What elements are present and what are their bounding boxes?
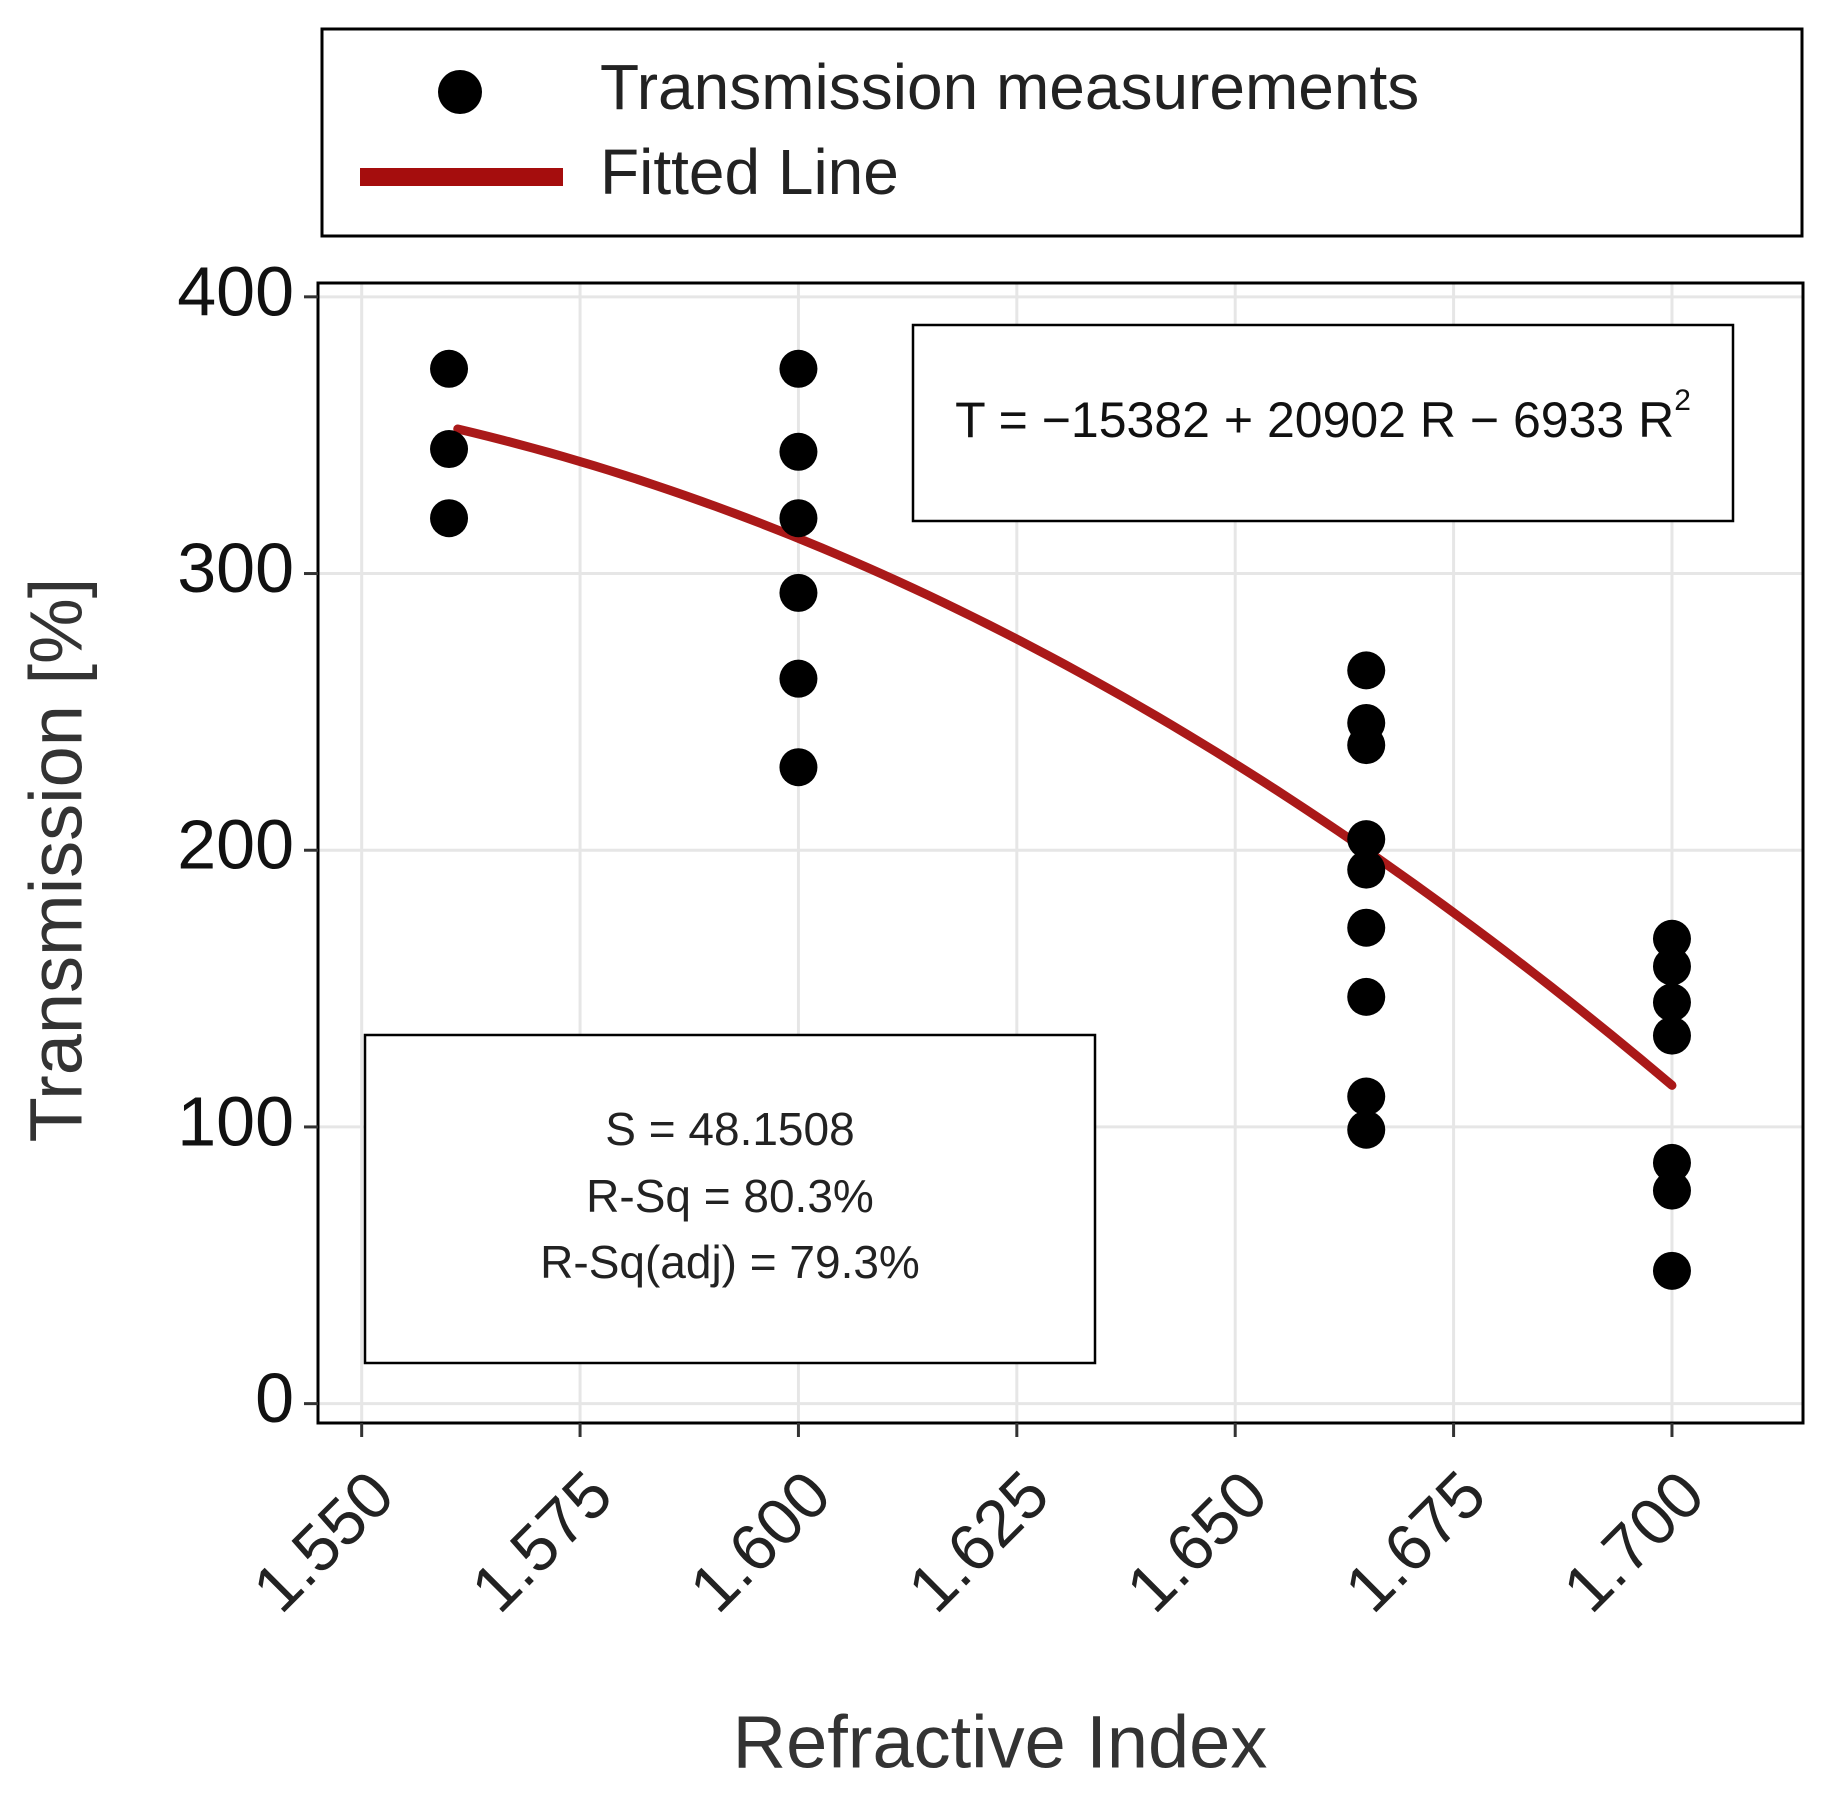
legend-label-measurements: Transmission measurements: [600, 51, 1419, 123]
y-tick-label: 300: [177, 529, 294, 607]
fitted-line: [453, 424, 1677, 1090]
equation-annotation: T = −15382 + 20902 R − 6933 R2: [911, 323, 1735, 523]
data-point: [1347, 651, 1386, 690]
stats-line-rsq-adj: R-Sq(adj) = 79.3%: [540, 1236, 920, 1288]
stats-line-rsq: R-Sq = 80.3%: [586, 1170, 874, 1222]
x-axis-title: Refractive Index: [733, 1701, 1268, 1784]
data-point: [1652, 1251, 1691, 1290]
data-point: [430, 349, 469, 388]
data-point: [430, 430, 469, 469]
data-point: [1347, 850, 1386, 889]
equation-text: T = −15382 + 20902 R − 6933 R2: [955, 384, 1691, 448]
data-point: [1347, 820, 1386, 859]
data-point: [779, 659, 818, 698]
y-axis-title: Transmission [%]: [15, 578, 98, 1143]
data-point: [779, 748, 818, 787]
equation-main: T = −15382 + 20902 R − 6933 R: [955, 392, 1674, 448]
y-axis: 0 100 200 300 400: [177, 252, 318, 1437]
data-point: [430, 499, 469, 538]
x-tick-label: 1.650: [1112, 1457, 1281, 1626]
fitted-curve-layer: [453, 424, 1677, 1090]
equation-box: [911, 323, 1735, 523]
x-tick-label: 1.600: [675, 1457, 844, 1626]
stats-box: [363, 1033, 1097, 1365]
y-tick-label: 100: [177, 1082, 294, 1160]
legend: Transmission measurements Fitted Line: [320, 27, 1804, 238]
data-point: [1652, 947, 1691, 986]
x-tick-label: 1.675: [1330, 1457, 1499, 1626]
x-tick-label: 1.575: [457, 1457, 626, 1626]
data-point: [779, 499, 818, 538]
data-point: [1652, 1143, 1691, 1182]
data-point: [1347, 908, 1386, 947]
data-point: [779, 573, 818, 612]
data-point: [1652, 983, 1691, 1022]
stats-line-s: S = 48.1508: [605, 1103, 854, 1155]
data-point: [1347, 1110, 1386, 1149]
y-tick-label: 200: [177, 806, 294, 884]
x-tick-label: 1.625: [894, 1457, 1063, 1626]
stats-annotation: S = 48.1508 R-Sq = 80.3% R-Sq(adj) = 79.…: [363, 1033, 1097, 1365]
scatter-points: [430, 349, 1691, 1290]
x-tick-label: 1.550: [238, 1457, 407, 1626]
data-point: [779, 432, 818, 471]
x-axis: 1.550 1.575 1.600 1.625 1.650 1.675 1.700: [238, 1423, 1718, 1626]
data-point: [1347, 977, 1386, 1016]
equation-superscript: 2: [1674, 384, 1691, 417]
data-point: [779, 349, 818, 388]
legend-frame: [320, 27, 1804, 238]
legend-label-fitted-line: Fitted Line: [600, 136, 899, 208]
y-tick-label: 0: [255, 1359, 294, 1437]
data-point: [1652, 1171, 1691, 1210]
y-tick-label: 400: [177, 252, 294, 330]
data-point: [1652, 919, 1691, 958]
data-point: [1652, 1016, 1691, 1055]
data-point: [1347, 726, 1386, 765]
x-tick-label: 1.700: [1549, 1457, 1718, 1626]
plot-frame: [316, 281, 1805, 1425]
legend-marker-measurements: [438, 70, 482, 114]
data-point: [1347, 1077, 1386, 1116]
